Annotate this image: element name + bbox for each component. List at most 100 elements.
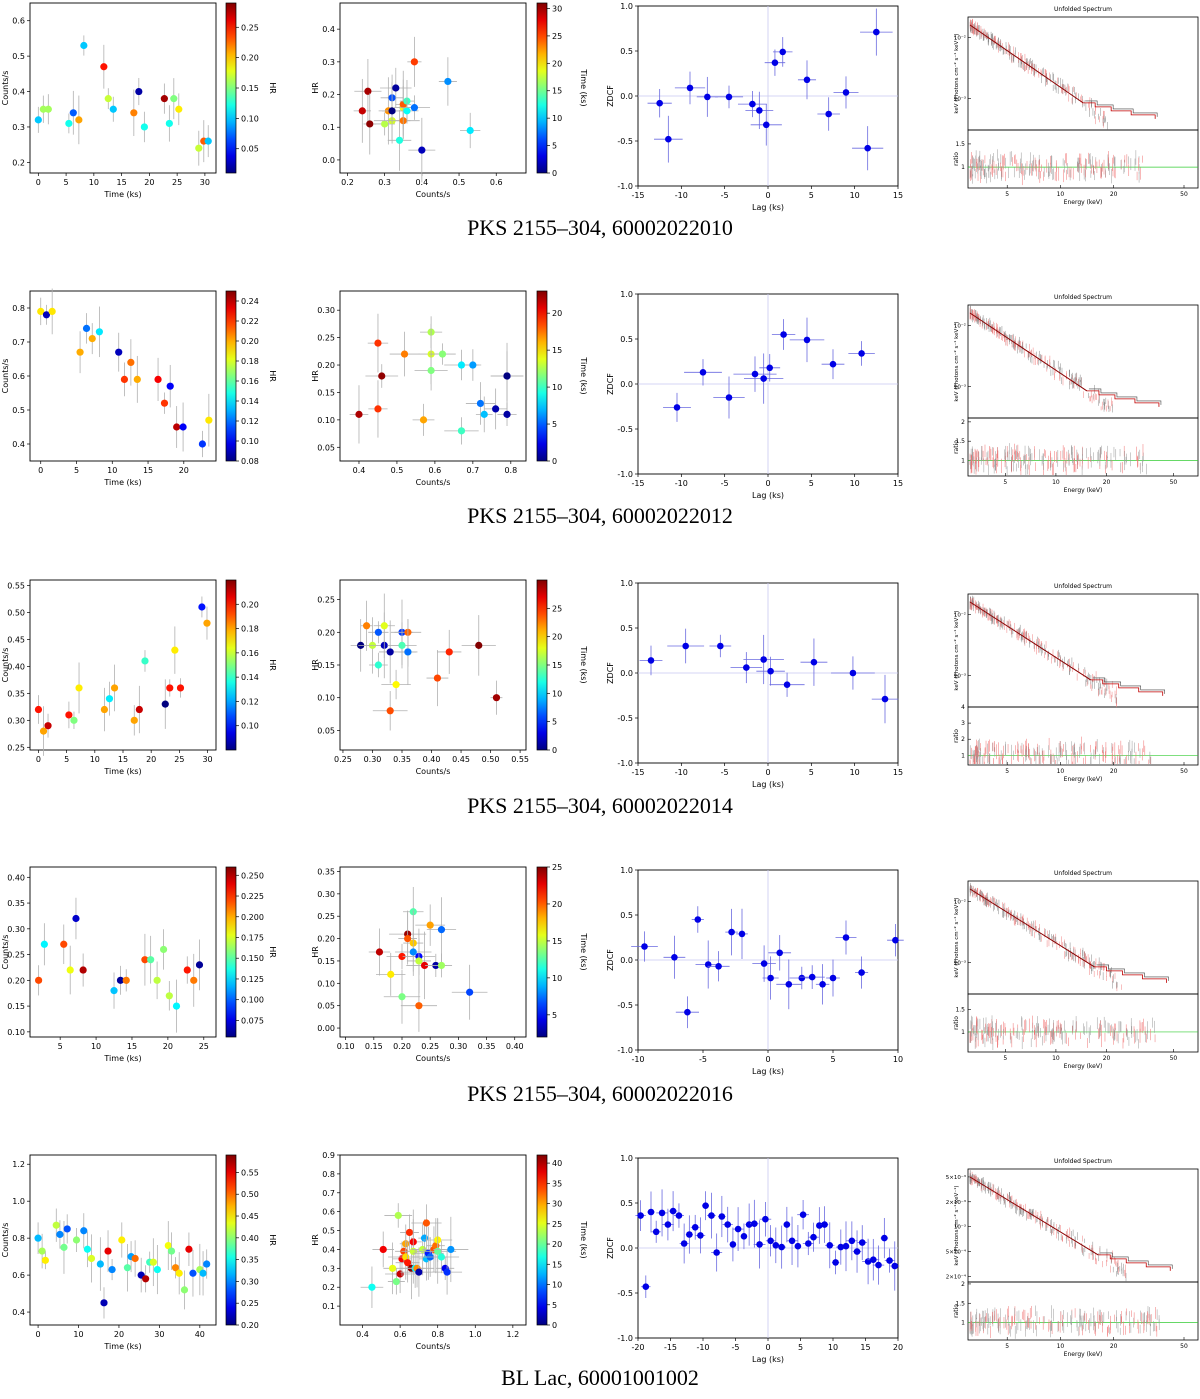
data-point: [788, 1237, 796, 1245]
colorbar-tick-label: 25: [552, 863, 562, 872]
colorbar-label: HR: [268, 370, 277, 382]
x-tick-label: 20: [144, 178, 154, 187]
colorbar: [225, 579, 237, 751]
data-point: [825, 110, 832, 118]
y-tick-label: -0.5: [617, 714, 633, 723]
x-tick-label: 15: [118, 755, 128, 764]
y-axis-label: keV (Photons cm⁻² s⁻¹ keV⁻¹): [953, 1185, 960, 1265]
data-point: [166, 684, 174, 692]
data-point: [826, 1242, 834, 1249]
data-point: [409, 948, 417, 956]
colorbar: [225, 866, 237, 1038]
data-point: [810, 658, 818, 666]
data-point: [444, 77, 452, 86]
data-point: [153, 976, 161, 984]
model-line: [969, 312, 1088, 392]
data-point: [100, 63, 108, 71]
model-step: [1086, 390, 1160, 407]
y-tick-label: 0.4: [12, 1308, 25, 1317]
data-point: [704, 961, 712, 968]
x-tick-label: -5: [732, 1343, 740, 1352]
y-tick-label: 1.0: [620, 1154, 633, 1163]
colorbar-tick-label: 0.05: [241, 145, 259, 154]
data-point: [829, 974, 837, 982]
data-point: [205, 416, 213, 424]
y-tick-label: 0.9: [322, 1151, 335, 1160]
data-point: [808, 973, 816, 981]
model-line: [969, 24, 1084, 104]
x-tick-label: -5: [721, 191, 729, 200]
data-point: [858, 1239, 866, 1246]
colorbar: [225, 2, 237, 174]
colorbar-tick-label: 15: [552, 937, 562, 946]
colorbar-tick-label: 0.10: [241, 437, 259, 446]
x-tick-label: 5: [1003, 1055, 1007, 1062]
data-point: [142, 1275, 150, 1283]
model-step: [1085, 100, 1158, 117]
x-axis-label: Counts/s: [416, 478, 451, 487]
data-point: [842, 1242, 850, 1250]
data-point: [713, 1249, 720, 1256]
data-point: [671, 954, 678, 961]
y-tick-label: 0.0: [322, 156, 335, 165]
x-tick-label: 0: [36, 1330, 41, 1339]
model-step: [1094, 966, 1167, 983]
data-point: [738, 930, 746, 938]
x-tick-label: 20: [1110, 768, 1118, 775]
data-point: [60, 1243, 68, 1251]
data-point: [734, 1225, 742, 1233]
y-tick-label: 0.10: [317, 979, 335, 988]
colorbar-tick-label: 0.50: [241, 1190, 259, 1199]
ratio-tick-label: 1: [961, 164, 965, 171]
x-tick-label: 50: [1180, 1343, 1188, 1350]
y-tick-label: 0.0: [620, 92, 633, 101]
y-tick-label: 0.20: [317, 935, 335, 944]
data-point: [810, 1233, 817, 1241]
data-point: [437, 961, 446, 970]
data-point: [409, 1247, 417, 1255]
y-tick-label: 0.8: [12, 1234, 25, 1243]
y-tick-label: 1.0: [12, 1197, 25, 1206]
x-tick-label: 15: [893, 768, 903, 777]
x-tick-label: -10: [675, 768, 688, 777]
y-tick-label: 0.20: [7, 976, 25, 985]
model-line: [969, 1176, 1099, 1256]
x-tick-label: 15: [893, 479, 903, 488]
axes-frame: [29, 866, 217, 1038]
y-tick-label: 0.8: [322, 1170, 335, 1179]
data-point: [175, 105, 183, 113]
light-curve-panel: 0 5 10 15 20 25 30 0.2 0.3 0.4 0.5 0.6 Time (ks) Coun…: [1, 2, 277, 199]
y-tick-label: 1.0: [620, 866, 633, 875]
data-point: [189, 1269, 197, 1277]
colorbar-label: HR: [268, 659, 277, 671]
data-point: [44, 105, 52, 113]
data-point: [400, 350, 409, 358]
data-point: [149, 1258, 157, 1266]
data-point: [389, 1264, 397, 1272]
x-tick-label: 0.5: [453, 178, 466, 187]
data-point: [80, 41, 88, 50]
data-point: [40, 940, 48, 948]
colorbar-tick-label: 0.18: [241, 625, 259, 634]
colorbar-tick-label: 25: [552, 32, 562, 41]
colorbar-tick-label: 0.12: [241, 417, 259, 426]
colorbar-tick-label: 0: [552, 169, 557, 178]
x-tick-label: -5: [699, 1055, 707, 1064]
data-point: [80, 1227, 88, 1235]
x-tick-label: 0.40: [506, 1042, 524, 1051]
y-tick-label: 0.4: [12, 440, 25, 449]
data-point: [419, 416, 428, 424]
data-point: [480, 410, 488, 418]
y-axis-label: HR: [311, 946, 320, 958]
data-point: [647, 657, 655, 664]
ratio-axis-label: ratio: [953, 1016, 960, 1030]
data-point: [725, 93, 733, 101]
data-point: [426, 921, 434, 929]
colorbar-tick-label: 10: [552, 114, 562, 123]
data-point: [374, 628, 382, 636]
data-point: [388, 107, 396, 115]
x-tick-label: -15: [631, 191, 644, 200]
y-tick-label: 10⁻³: [954, 959, 966, 966]
ratio-frame: [967, 1281, 1199, 1341]
data-point: [664, 1221, 672, 1228]
